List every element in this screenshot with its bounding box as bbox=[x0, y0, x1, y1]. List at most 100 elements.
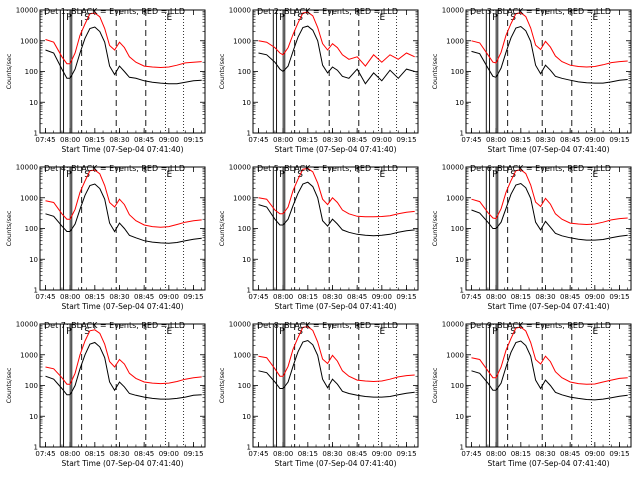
y-tick-label: 10000 bbox=[229, 7, 251, 15]
x-tick-label: 09:00 bbox=[372, 293, 392, 301]
marker-label-e: E bbox=[380, 170, 386, 180]
y-tick-label: 100 bbox=[25, 382, 38, 390]
x-tick-label: 08:15 bbox=[85, 293, 105, 301]
x-axis-label: Start Time (07-Sep-04 07:41:40) bbox=[62, 459, 184, 468]
y-tick-label: 1 bbox=[247, 444, 251, 452]
chart-title: Det 1: BLACK = Events, RED = LLD bbox=[44, 7, 185, 16]
chart-title: Det 6: BLACK = Events, RED = LLD bbox=[470, 164, 611, 173]
marker-label-p: P bbox=[279, 327, 285, 337]
marker-label-s: S bbox=[84, 170, 90, 180]
x-tick-label: 08:30 bbox=[535, 450, 555, 458]
marker-label-p: P bbox=[492, 327, 498, 337]
y-tick-label: 1000 bbox=[20, 194, 38, 202]
x-tick-label: 07:45 bbox=[461, 450, 481, 458]
x-tick-label: 08:30 bbox=[109, 136, 129, 144]
x-tick-label: 08:45 bbox=[134, 136, 154, 144]
marker-label-e: E bbox=[380, 327, 386, 337]
x-tick-label: 08:15 bbox=[298, 293, 318, 301]
x-tick-label: 07:45 bbox=[461, 293, 481, 301]
x-tick-label: 07:45 bbox=[35, 450, 55, 458]
series-events-line bbox=[258, 181, 415, 237]
x-tick-label: 08:00 bbox=[60, 293, 80, 301]
series-group bbox=[471, 12, 628, 84]
y-tick-label: 10000 bbox=[16, 7, 38, 15]
chart-panel-9: 1 10 100 1000 10000 07:45 08:00 08:15 08:30 08:45… bbox=[431, 321, 632, 468]
y-tick-label: 1 bbox=[247, 287, 251, 295]
y-axis-label: Counts/sec bbox=[218, 210, 226, 246]
x-tick-label: 08:00 bbox=[60, 450, 80, 458]
x-tick-label: 08:15 bbox=[511, 450, 531, 458]
x-tick-label: 08:00 bbox=[486, 450, 506, 458]
y-tick-label: 1 bbox=[34, 130, 38, 138]
y-tick-label: 1000 bbox=[446, 194, 464, 202]
y-tick-label: 1000 bbox=[233, 194, 251, 202]
x-tick-label: 07:45 bbox=[248, 450, 268, 458]
x-tick-label: 08:00 bbox=[486, 293, 506, 301]
x-tick-label: 08:15 bbox=[511, 136, 531, 144]
chart-panel-7: 1 10 100 1000 10000 07:45 08:00 08:15 08:30 08:45… bbox=[5, 321, 206, 468]
y-tick-label: 1 bbox=[247, 130, 251, 138]
series-lld-line bbox=[45, 329, 202, 385]
x-tick-label: 08:15 bbox=[85, 450, 105, 458]
x-tick-label: 08:45 bbox=[347, 293, 367, 301]
x-tick-label: 09:15 bbox=[183, 136, 203, 144]
series-lld-line bbox=[45, 12, 202, 69]
chart-title: Det 9: BLACK = Events, RED = LLD bbox=[470, 321, 611, 330]
series-lld-line bbox=[471, 326, 628, 385]
x-tick-label: 07:45 bbox=[248, 293, 268, 301]
marker-label-e: E bbox=[380, 13, 386, 23]
x-tick-label: 09:00 bbox=[585, 136, 605, 144]
series-lld-line bbox=[258, 167, 415, 218]
chart-panel-4: 1 10 100 1000 10000 07:45 08:00 08:15 08:30 08:45… bbox=[5, 164, 206, 311]
x-tick-label: 09:00 bbox=[372, 450, 392, 458]
marker-label-p: P bbox=[66, 327, 72, 337]
x-tick-label: 08:30 bbox=[109, 293, 129, 301]
series-events-line bbox=[258, 25, 415, 85]
marker-label-e: E bbox=[593, 327, 599, 337]
x-tick-label: 07:45 bbox=[35, 293, 55, 301]
y-tick-label: 10 bbox=[242, 413, 251, 421]
y-axis-label: Counts/sec bbox=[5, 210, 13, 246]
y-tick-label: 1 bbox=[460, 287, 464, 295]
y-tick-label: 10 bbox=[455, 99, 464, 107]
chart-panel-3: 1 10 100 1000 10000 07:45 08:00 08:15 08:30 08:45… bbox=[431, 7, 632, 154]
x-tick-label: 08:00 bbox=[273, 293, 293, 301]
x-tick-label: 08:00 bbox=[486, 136, 506, 144]
x-tick-label: 08:45 bbox=[134, 293, 154, 301]
y-tick-label: 1000 bbox=[233, 37, 251, 45]
x-tick-label: 09:00 bbox=[159, 293, 179, 301]
marker-label-e: E bbox=[167, 327, 173, 337]
y-tick-label: 1 bbox=[460, 444, 464, 452]
series-events-line bbox=[45, 183, 202, 244]
y-tick-label: 10000 bbox=[229, 321, 251, 329]
chart-panel-6: 1 10 100 1000 10000 07:45 08:00 08:15 08:30 08:45… bbox=[431, 164, 632, 311]
x-tick-label: 09:00 bbox=[159, 450, 179, 458]
marker-label-s: S bbox=[510, 327, 516, 337]
chart-title: Det 3: BLACK = Events, RED = LLD bbox=[470, 7, 611, 16]
chart-title: Det 8: BLACK = Events, RED = LLD bbox=[257, 321, 398, 330]
marker-label-p: P bbox=[66, 170, 72, 180]
chart-title: Det 7: BLACK = Events, RED = LLD bbox=[44, 321, 185, 330]
series-group bbox=[471, 326, 628, 401]
y-tick-label: 1000 bbox=[20, 351, 38, 359]
y-tick-label: 10000 bbox=[442, 164, 464, 172]
series-lld-line bbox=[258, 326, 415, 383]
marker-label-e: E bbox=[167, 170, 173, 180]
chart-title: Det 5: BLACK = Events, RED = LLD bbox=[257, 164, 398, 173]
y-tick-label: 100 bbox=[238, 382, 251, 390]
marker-label-p: P bbox=[279, 170, 285, 180]
y-tick-label: 10 bbox=[29, 99, 38, 107]
series-events-line bbox=[45, 341, 202, 400]
x-tick-label: 08:30 bbox=[322, 293, 342, 301]
x-axis-label: Start Time (07-Sep-04 07:41:40) bbox=[62, 302, 184, 311]
series-group bbox=[258, 11, 415, 85]
y-tick-label: 100 bbox=[451, 225, 464, 233]
y-tick-label: 10000 bbox=[16, 164, 38, 172]
x-tick-label: 09:15 bbox=[183, 293, 203, 301]
x-axis-label: Start Time (07-Sep-04 07:41:40) bbox=[62, 145, 184, 154]
x-axis-label: Start Time (07-Sep-04 07:41:40) bbox=[275, 145, 397, 154]
x-tick-label: 08:00 bbox=[273, 136, 293, 144]
y-tick-label: 10000 bbox=[229, 164, 251, 172]
y-tick-label: 10000 bbox=[16, 321, 38, 329]
